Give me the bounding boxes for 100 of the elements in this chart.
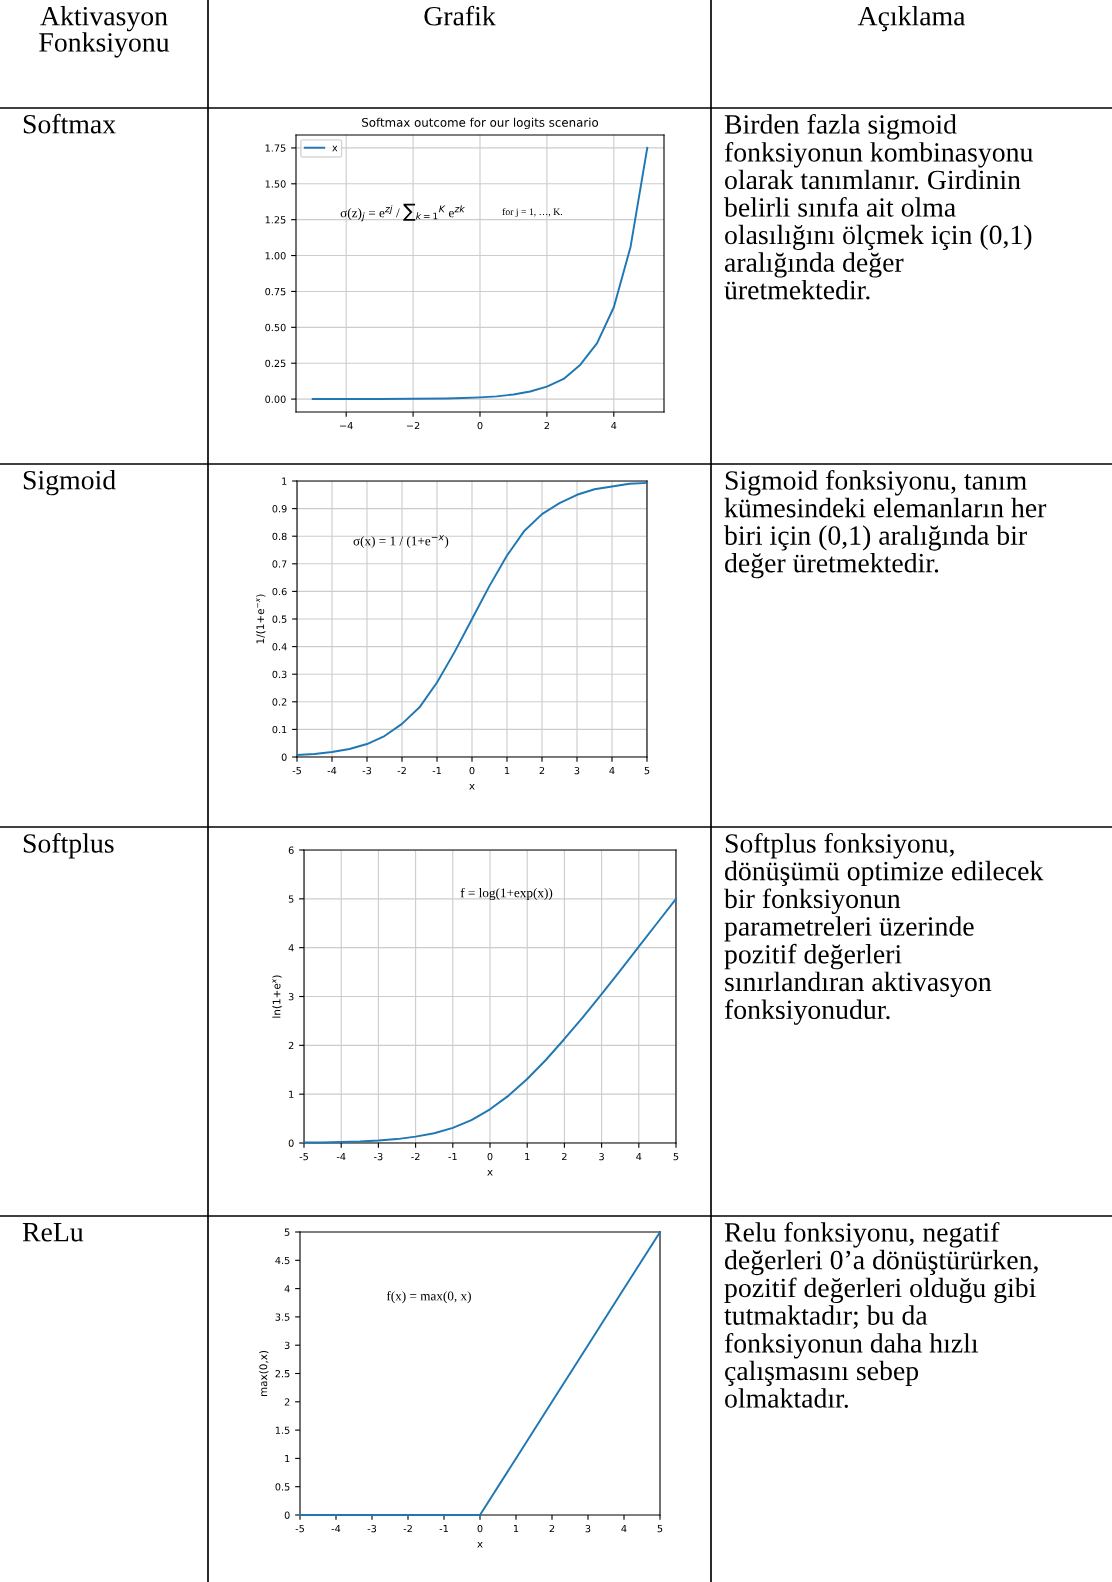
x-tick-label: -1 — [432, 767, 441, 775]
x-tick-label: 4 — [636, 1153, 642, 1161]
text: Grafik — [424, 5, 496, 26]
y-axis-title: max(0,x) — [259, 1350, 269, 1397]
y-tick-label: 0.4 — [272, 643, 287, 651]
y-tick-label: 0.25 — [265, 359, 286, 368]
annotation: f(x) = max(0, x) — [386, 1291, 471, 1304]
y-tick-label: 1.75 — [265, 144, 286, 152]
y-tick-label: 3 — [288, 992, 294, 1001]
x-tick-label: -5 — [299, 1153, 308, 1161]
text: Sigmoid — [23, 470, 116, 496]
y-tick-label: 4 — [284, 1285, 290, 1293]
x-tick-label: -5 — [295, 1525, 304, 1533]
y-tick-label: 6 — [288, 846, 294, 854]
y-tick-label: 2.5 — [275, 1369, 290, 1378]
x-tick-label: 0 — [477, 1524, 483, 1533]
x-tick-label: -2 — [403, 1524, 412, 1533]
x-tick-label: −4 — [340, 422, 353, 430]
y-tick-label: 0.7 — [272, 560, 287, 568]
text: Softplus fonksiyonu, dönüşümü optimize edilecek bir fonksiyonun parametreleri üzerinde pozitif değerleri sınırlandıran aktivasyon fonksiyonudur. — [724, 833, 1044, 1025]
text: Softplus — [23, 833, 114, 859]
x-axis-title: x — [487, 1169, 493, 1176]
y-tick-label: 1.50 — [265, 180, 286, 188]
y-axis-title: ln(1+e$^{x}$) — [272, 975, 282, 1018]
x-tick-label: -4 — [336, 1153, 346, 1161]
x-tick-label: 1 — [504, 767, 510, 775]
x-tick-label: -3 — [367, 1524, 377, 1533]
x-tick-label: -1 — [439, 1525, 448, 1533]
legend-label: x — [332, 145, 338, 152]
y-tick-label: 1.5 — [275, 1426, 290, 1434]
y-tick-label: 5 — [288, 895, 294, 903]
y-tick-label: 0.8 — [272, 532, 287, 541]
x-tick-label: -1 — [448, 1153, 457, 1161]
y-tick-label: 0.3 — [272, 670, 287, 679]
x-tick-label: 2 — [549, 1524, 555, 1533]
text: Softmax — [23, 113, 116, 134]
text: ReLu — [22, 1223, 84, 1242]
x-tick-label: 5 — [644, 767, 650, 775]
x-tick-label: -2 — [411, 1152, 420, 1161]
line-series — [311, 146, 649, 401]
annotation: σ(x) = 1 / (1+e$^{−x}$) — [353, 535, 449, 549]
y-tick-label: 0.2 — [272, 698, 287, 706]
y-tick-label: 3.5 — [275, 1313, 290, 1321]
x-tick-label: 2 — [562, 1152, 567, 1161]
x-tick-label: 2 — [539, 766, 545, 775]
x-tick-label: 3 — [574, 766, 580, 775]
y-tick-label: 4 — [288, 944, 294, 952]
y-tick-label: 0.50 — [265, 323, 286, 332]
text: Birden fazla sigmoid fonksiyonun kombinasyonu olarak tanımlanır. Girdinin belirli sınıfa ait olma olasılığını ölçmek için (0,1) aralığında değer üretmektedir. — [724, 114, 1033, 300]
y-tick-label: 0 — [288, 1139, 294, 1147]
y-tick-label: 0 — [284, 1511, 290, 1519]
x-tick-label: -2 — [397, 766, 406, 775]
x-tick-label: −2 — [406, 421, 420, 430]
y-tick-label: 1.00 — [265, 252, 286, 260]
x-tick-label: 4 — [611, 422, 617, 430]
x-tick-label: -4 — [331, 1525, 341, 1533]
text: σ(z)$_{j}$ = e$^{zj}$ / ∑$_{k=1}$$^{K}$ e$^{zk}$ — [340, 203, 465, 222]
x-tick-label: -5 — [292, 767, 301, 775]
x-tick-label: -3 — [362, 766, 372, 775]
y-tick-label: 0.5 — [275, 1483, 290, 1491]
text: Relu fonksiyonu, negatif değerleri 0’a dönüştürürken, pozitif değerleri olduğu gibi tutmaktadır; bu da fonksiyonun daha hızlı çalışmasını sebep olmaktadır. — [724, 1222, 1038, 1408]
x-tick-label: 0 — [487, 1152, 493, 1161]
y-tick-label: 0.1 — [272, 725, 287, 734]
chart-title: Softmax outcome for our logits scenario — [362, 117, 599, 130]
x-tick-label: 5 — [657, 1525, 663, 1533]
x-tick-label: 3 — [585, 1524, 591, 1533]
annotation: for j = 1, …, K. — [502, 208, 563, 218]
y-tick-label: 0 — [281, 753, 287, 761]
x-tick-label: 4 — [621, 1525, 627, 1533]
x-tick-label: 1 — [513, 1525, 519, 1533]
x-tick-label: 2 — [544, 421, 550, 430]
text: Sigmoid fonksiyonu, tanım kümesindeki elemanların her biri için (0,1) aralığında bir değer üretmektedir. — [724, 470, 1047, 579]
y-tick-label: 3 — [284, 1341, 290, 1350]
x-tick-label: 4 — [609, 767, 615, 775]
y-tick-label: 1 — [282, 477, 287, 485]
text: Aktivasyon Fonksiyonu — [39, 6, 170, 58]
x-tick-label: 3 — [599, 1152, 604, 1161]
x-axis-title: x — [477, 1541, 483, 1548]
y-tick-label: 1.25 — [265, 216, 286, 224]
x-tick-label: -4 — [327, 767, 337, 775]
x-tick-label: 0 — [477, 421, 483, 430]
y-tick-label: 0.6 — [272, 587, 287, 596]
x-tick-label: 0 — [469, 766, 475, 775]
y-tick-label: 1 — [289, 1090, 294, 1098]
x-axis-title: x — [469, 783, 475, 790]
y-tick-label: 2 — [284, 1398, 290, 1406]
annotation: f = log(1+exp(x)) — [460, 887, 553, 901]
y-tick-label: 2 — [288, 1041, 294, 1050]
y-tick-label: 0.5 — [272, 615, 287, 623]
text: Açıklama — [857, 6, 966, 32]
y-tick-label: 1 — [285, 1455, 290, 1463]
y-axis-title: 1/(1+e$^{−x}$) — [256, 594, 266, 644]
y-tick-label: 0.9 — [272, 505, 287, 513]
y-tick-label: 0.00 — [265, 395, 286, 403]
x-tick-label: -3 — [374, 1152, 383, 1161]
y-tick-label: 5 — [284, 1228, 290, 1236]
x-tick-label: 5 — [673, 1153, 679, 1161]
y-tick-label: 0.75 — [265, 287, 286, 296]
x-tick-label: 1 — [525, 1153, 530, 1161]
y-tick-label: 4.5 — [275, 1256, 290, 1265]
